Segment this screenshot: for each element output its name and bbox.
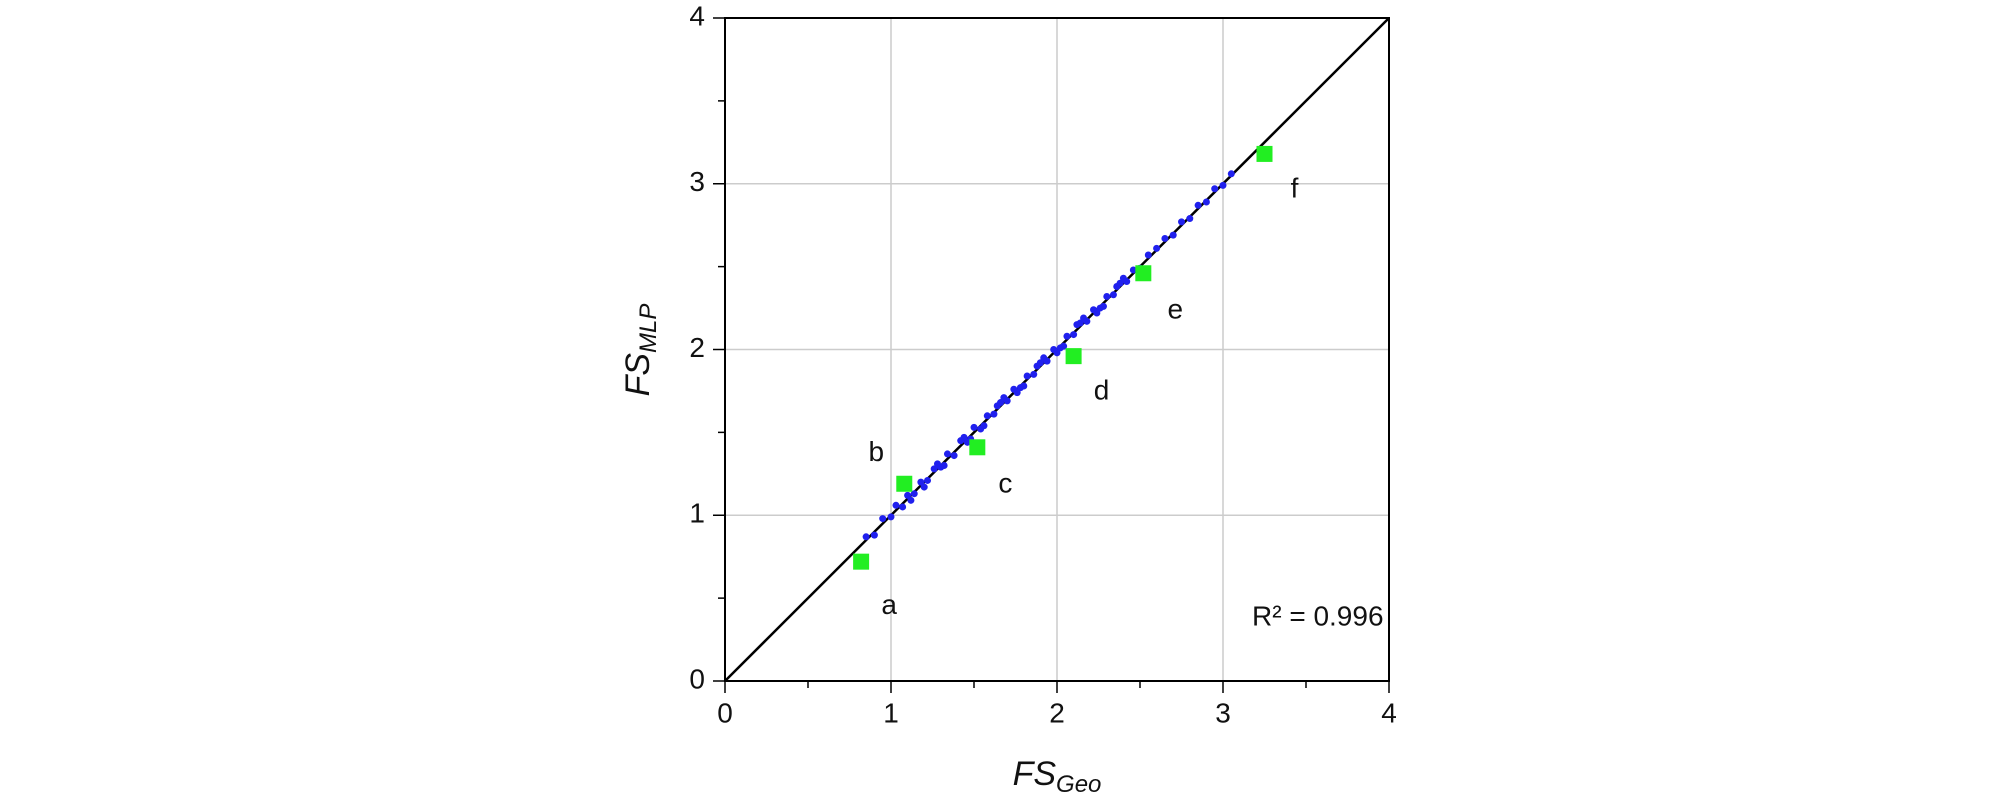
point [1060, 342, 1068, 350]
y-label-main: FS [619, 353, 657, 397]
plot-frame [724, 17, 1390, 682]
x-axis-label: FSGeo [1013, 755, 1102, 798]
point [870, 531, 878, 539]
point [960, 433, 968, 441]
annotation: R² = 0.996 [1252, 600, 1384, 631]
point-label: d [1094, 375, 1110, 406]
square-point [1256, 145, 1273, 162]
point [920, 483, 928, 491]
point [924, 476, 932, 484]
point [983, 412, 991, 420]
point [1119, 274, 1127, 282]
point [1113, 283, 1121, 291]
point [933, 460, 941, 468]
point [1169, 231, 1177, 239]
x-tick-label: 4 [1381, 697, 1397, 728]
point-label: a [881, 589, 897, 620]
point [1070, 331, 1078, 339]
point [899, 503, 907, 511]
point [917, 478, 925, 486]
point [930, 465, 938, 473]
x-label-main: FS [1013, 755, 1057, 793]
point [1103, 292, 1111, 300]
point [993, 402, 1001, 410]
point [1023, 372, 1031, 380]
point [1194, 201, 1202, 209]
square-point [1065, 348, 1082, 365]
point [1099, 302, 1107, 310]
point [1033, 362, 1041, 370]
square-point [853, 553, 870, 570]
x-tick-label: 2 [1049, 697, 1065, 728]
point [1178, 218, 1185, 226]
x-tick-label: 3 [1215, 697, 1231, 728]
point [907, 496, 915, 504]
square-point [1135, 265, 1152, 282]
point [1020, 382, 1028, 390]
point-label: f [1291, 172, 1299, 203]
point [980, 422, 988, 430]
point [1186, 215, 1194, 223]
point [892, 501, 900, 509]
square-point [969, 439, 986, 456]
point [1211, 185, 1219, 193]
point [1080, 314, 1088, 322]
point [862, 533, 870, 541]
point [1053, 349, 1061, 357]
point [1000, 394, 1008, 402]
point [1153, 244, 1161, 252]
y-tick-label: 1 [689, 498, 705, 529]
point [1129, 266, 1137, 274]
point [910, 490, 918, 498]
point [940, 462, 948, 470]
point [970, 423, 978, 431]
point [1161, 234, 1169, 242]
point [1040, 354, 1048, 362]
point-label: b [868, 436, 884, 467]
y-tick-label: 4 [689, 0, 705, 31]
point [1093, 309, 1101, 317]
point-label: c [998, 468, 1012, 499]
x-tick-label: 1 [883, 697, 899, 728]
y-tick-label: 0 [689, 663, 705, 694]
point [904, 491, 912, 499]
point [1109, 291, 1117, 299]
y-axis-label: FSMLP [619, 304, 662, 397]
x-tick-label: 0 [717, 697, 733, 728]
y-tick-label: 2 [689, 332, 705, 363]
point [1202, 198, 1210, 206]
point [1030, 370, 1038, 378]
point [943, 450, 951, 458]
point-label: e [1168, 294, 1184, 325]
square-point [896, 475, 913, 492]
point [1013, 389, 1021, 397]
point [1073, 321, 1081, 329]
point [1227, 170, 1235, 178]
x-label-sub: Geo [1056, 771, 1101, 798]
point [1219, 181, 1227, 189]
y-label-sub: MLP [635, 304, 662, 353]
point [1144, 251, 1152, 259]
point [879, 515, 887, 523]
point [950, 452, 958, 460]
y-tick-label: 3 [689, 166, 705, 197]
point [887, 513, 895, 521]
point [1063, 332, 1071, 340]
point [990, 410, 998, 418]
